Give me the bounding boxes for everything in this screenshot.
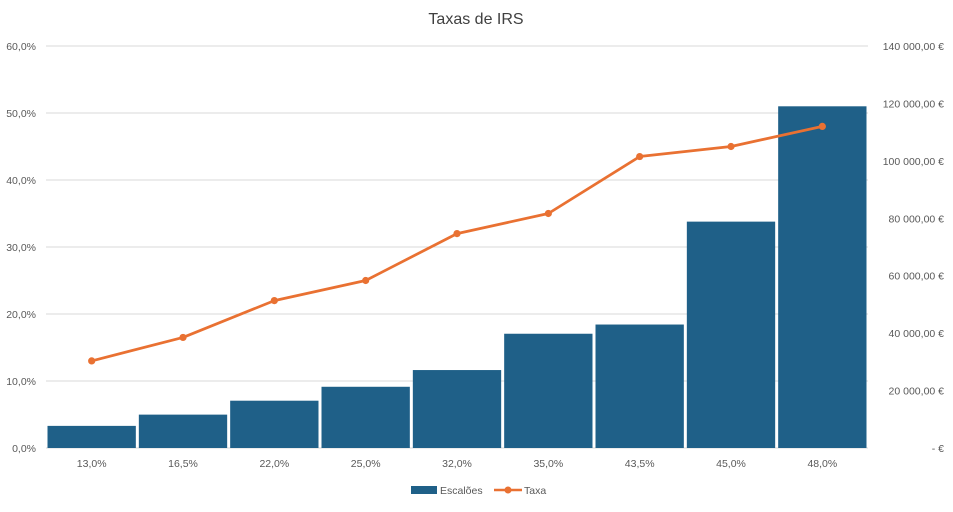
bar [321, 386, 410, 448]
left-axis-ticks: 0,0% 10,0% 20,0% 30,0% 40,0% 50,0% 60,0% [6, 41, 36, 455]
right-axis-tick-label: 100 000,00 € [883, 156, 944, 168]
x-axis-ticks: 13,0% 16,5% 22,0% 25,0% 32,0% 35,0% 43,5% 45,0%… [77, 458, 837, 470]
line-point [636, 152, 644, 161]
bar-series [47, 106, 867, 449]
bar [686, 221, 776, 448]
legend-label-escaloes: Escalões [440, 485, 483, 497]
x-axis-tick-label: 16,5% [168, 458, 198, 470]
line-point [88, 357, 96, 365]
x-axis-tick-label: 35,0% [533, 458, 563, 470]
bar [230, 400, 319, 448]
line-point [362, 276, 370, 285]
x-axis-tick-label: 32,0% [442, 458, 472, 470]
right-axis-tick-label: - € [932, 443, 944, 455]
left-axis-tick-label: 10,0% [6, 376, 36, 388]
bar [138, 414, 228, 448]
left-axis-tick-label: 0,0% [12, 443, 36, 455]
bar [595, 324, 684, 448]
line-point [453, 230, 461, 238]
left-axis-tick-label: 50,0% [6, 108, 36, 120]
right-axis-tick-label: 40 000,00 € [889, 328, 945, 340]
legend: Escalões Taxa [411, 485, 546, 497]
line-series [88, 122, 826, 365]
line-point [544, 209, 552, 218]
x-axis-tick-label: 22,0% [259, 458, 289, 470]
legend-swatch-escaloes [411, 486, 437, 494]
bar [412, 370, 502, 448]
line-point [270, 297, 278, 305]
gridlines [46, 45, 868, 449]
right-axis-tick-label: 60 000,00 € [889, 271, 945, 283]
bar [504, 333, 593, 448]
x-axis-tick-label: 48,0% [807, 458, 837, 470]
x-axis-tick-label: 43,5% [625, 458, 655, 470]
left-axis-tick-label: 30,0% [6, 242, 36, 254]
bar [778, 106, 867, 449]
line-point [179, 333, 187, 342]
left-axis-tick-label: 20,0% [6, 309, 36, 321]
bar [47, 425, 136, 448]
legend-label-taxa: Taxa [524, 485, 546, 497]
chart-title: Taxas de IRS [428, 11, 523, 28]
right-axis-tick-label: 140 000,00 € [883, 41, 944, 53]
left-axis-tick-label: 40,0% [6, 175, 36, 187]
right-axis-tick-label: 120 000,00 € [883, 98, 944, 110]
right-axis-ticks: - € 20 000,00 € 40 000,00 € 60 000,00 € 80 0… [883, 41, 944, 455]
legend-swatch-taxa-marker [504, 486, 512, 494]
x-axis-tick-label: 25,0% [351, 458, 381, 470]
right-axis-tick-label: 80 000,00 € [889, 213, 945, 225]
x-axis-tick-label: 13,0% [77, 458, 107, 470]
left-axis-tick-label: 60,0% [6, 41, 36, 53]
right-axis-tick-label: 20 000,00 € [889, 386, 945, 398]
line-point [727, 142, 735, 151]
x-axis-tick-label: 45,0% [716, 458, 746, 470]
line-point [818, 122, 826, 130]
